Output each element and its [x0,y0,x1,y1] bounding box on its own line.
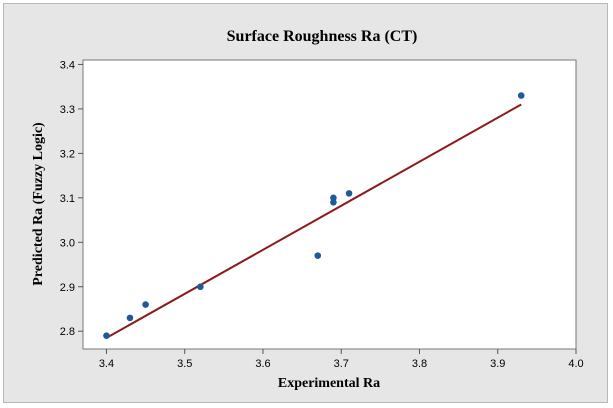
x-tick-label: 3.6 [255,358,270,370]
data-point [103,332,110,339]
data-point [314,252,322,259]
data-point [142,301,149,308]
data-points [103,92,525,339]
fit-line [105,103,522,339]
chart-frame: Surface Roughness Ra (CT) 3.4 3.5 3.6 3.7 3.… [3,3,608,403]
plot-area [82,59,577,350]
x-tick-label: 3.4 [99,358,114,370]
scatter-chart: Surface Roughness Ra (CT) 3.4 3.5 3.6 3.7 3.… [31,28,584,391]
data-point [345,190,353,197]
x-axis: 3.4 3.5 3.6 3.7 3.8 3.9 4.0 [99,349,584,370]
x-tick-label: 3.5 [177,358,192,370]
y-tick-label: 3.4 [60,59,75,71]
data-point [197,283,204,291]
data-point [330,194,337,202]
y-tick-label: 3.2 [60,148,75,160]
y-tick-label: 3.3 [60,104,75,116]
y-tick-label: 3.0 [60,237,75,249]
y-axis-label: Predicted Ra (Fuzzy Logic) [31,122,46,286]
data-point [517,92,525,99]
chart-title: Surface Roughness Ra (CT) [227,28,418,45]
fit-line-layer [105,103,522,339]
y-tick-label: 3.1 [60,193,75,205]
x-tick-label: 3.8 [412,358,427,370]
x-tick-label: 4.0 [568,358,583,370]
x-axis-label: Experimental Ra [278,376,380,391]
x-tick-label: 3.7 [334,358,349,370]
data-point [126,314,134,322]
y-axis: 2.8 2.9 3.0 3.1 3.2 3.3 3.4 [60,59,83,338]
x-tick-label: 3.9 [490,358,505,370]
y-tick-label: 2.9 [60,282,75,294]
y-tick-label: 2.8 [60,326,75,338]
